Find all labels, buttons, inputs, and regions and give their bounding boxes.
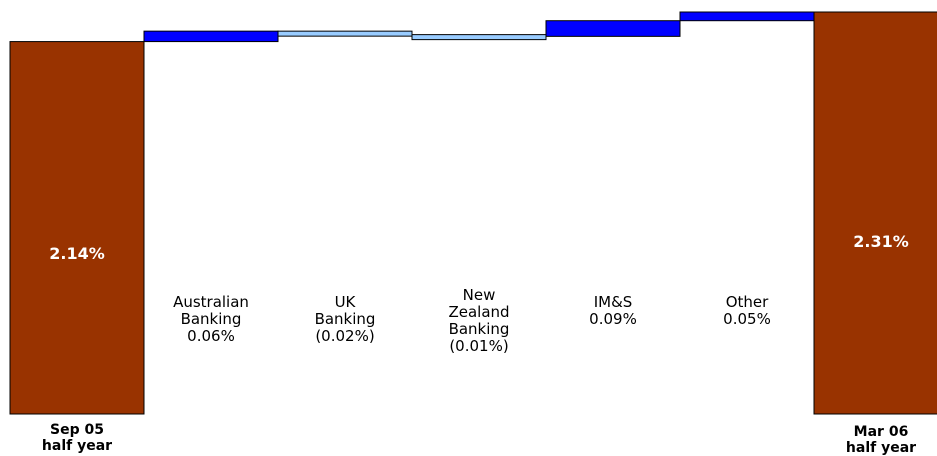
category-label-4: IM&S 0.09% — [589, 293, 637, 328]
bar-value-label-6: 2.31% — [853, 232, 909, 251]
category-label-0: Sep 05 half year — [41, 422, 113, 454]
category-label-5: Other 0.05% — [723, 293, 771, 328]
bar-6 — [813, 11, 937, 415]
bar-0 — [9, 41, 145, 415]
category-label-6: Mar 06 half year — [845, 424, 917, 456]
bar-5 — [679, 11, 815, 22]
bar-1 — [143, 30, 279, 43]
bar-3 — [411, 34, 547, 41]
category-label-3: New Zealand Banking (0.01%) — [448, 286, 510, 355]
bar-2 — [277, 30, 413, 37]
bar-4 — [545, 20, 681, 37]
bar-value-label-0: 2.14% — [49, 244, 105, 263]
category-label-2: UK Banking (0.02%) — [314, 293, 376, 345]
category-label-1: Australian Banking 0.06% — [173, 293, 249, 345]
